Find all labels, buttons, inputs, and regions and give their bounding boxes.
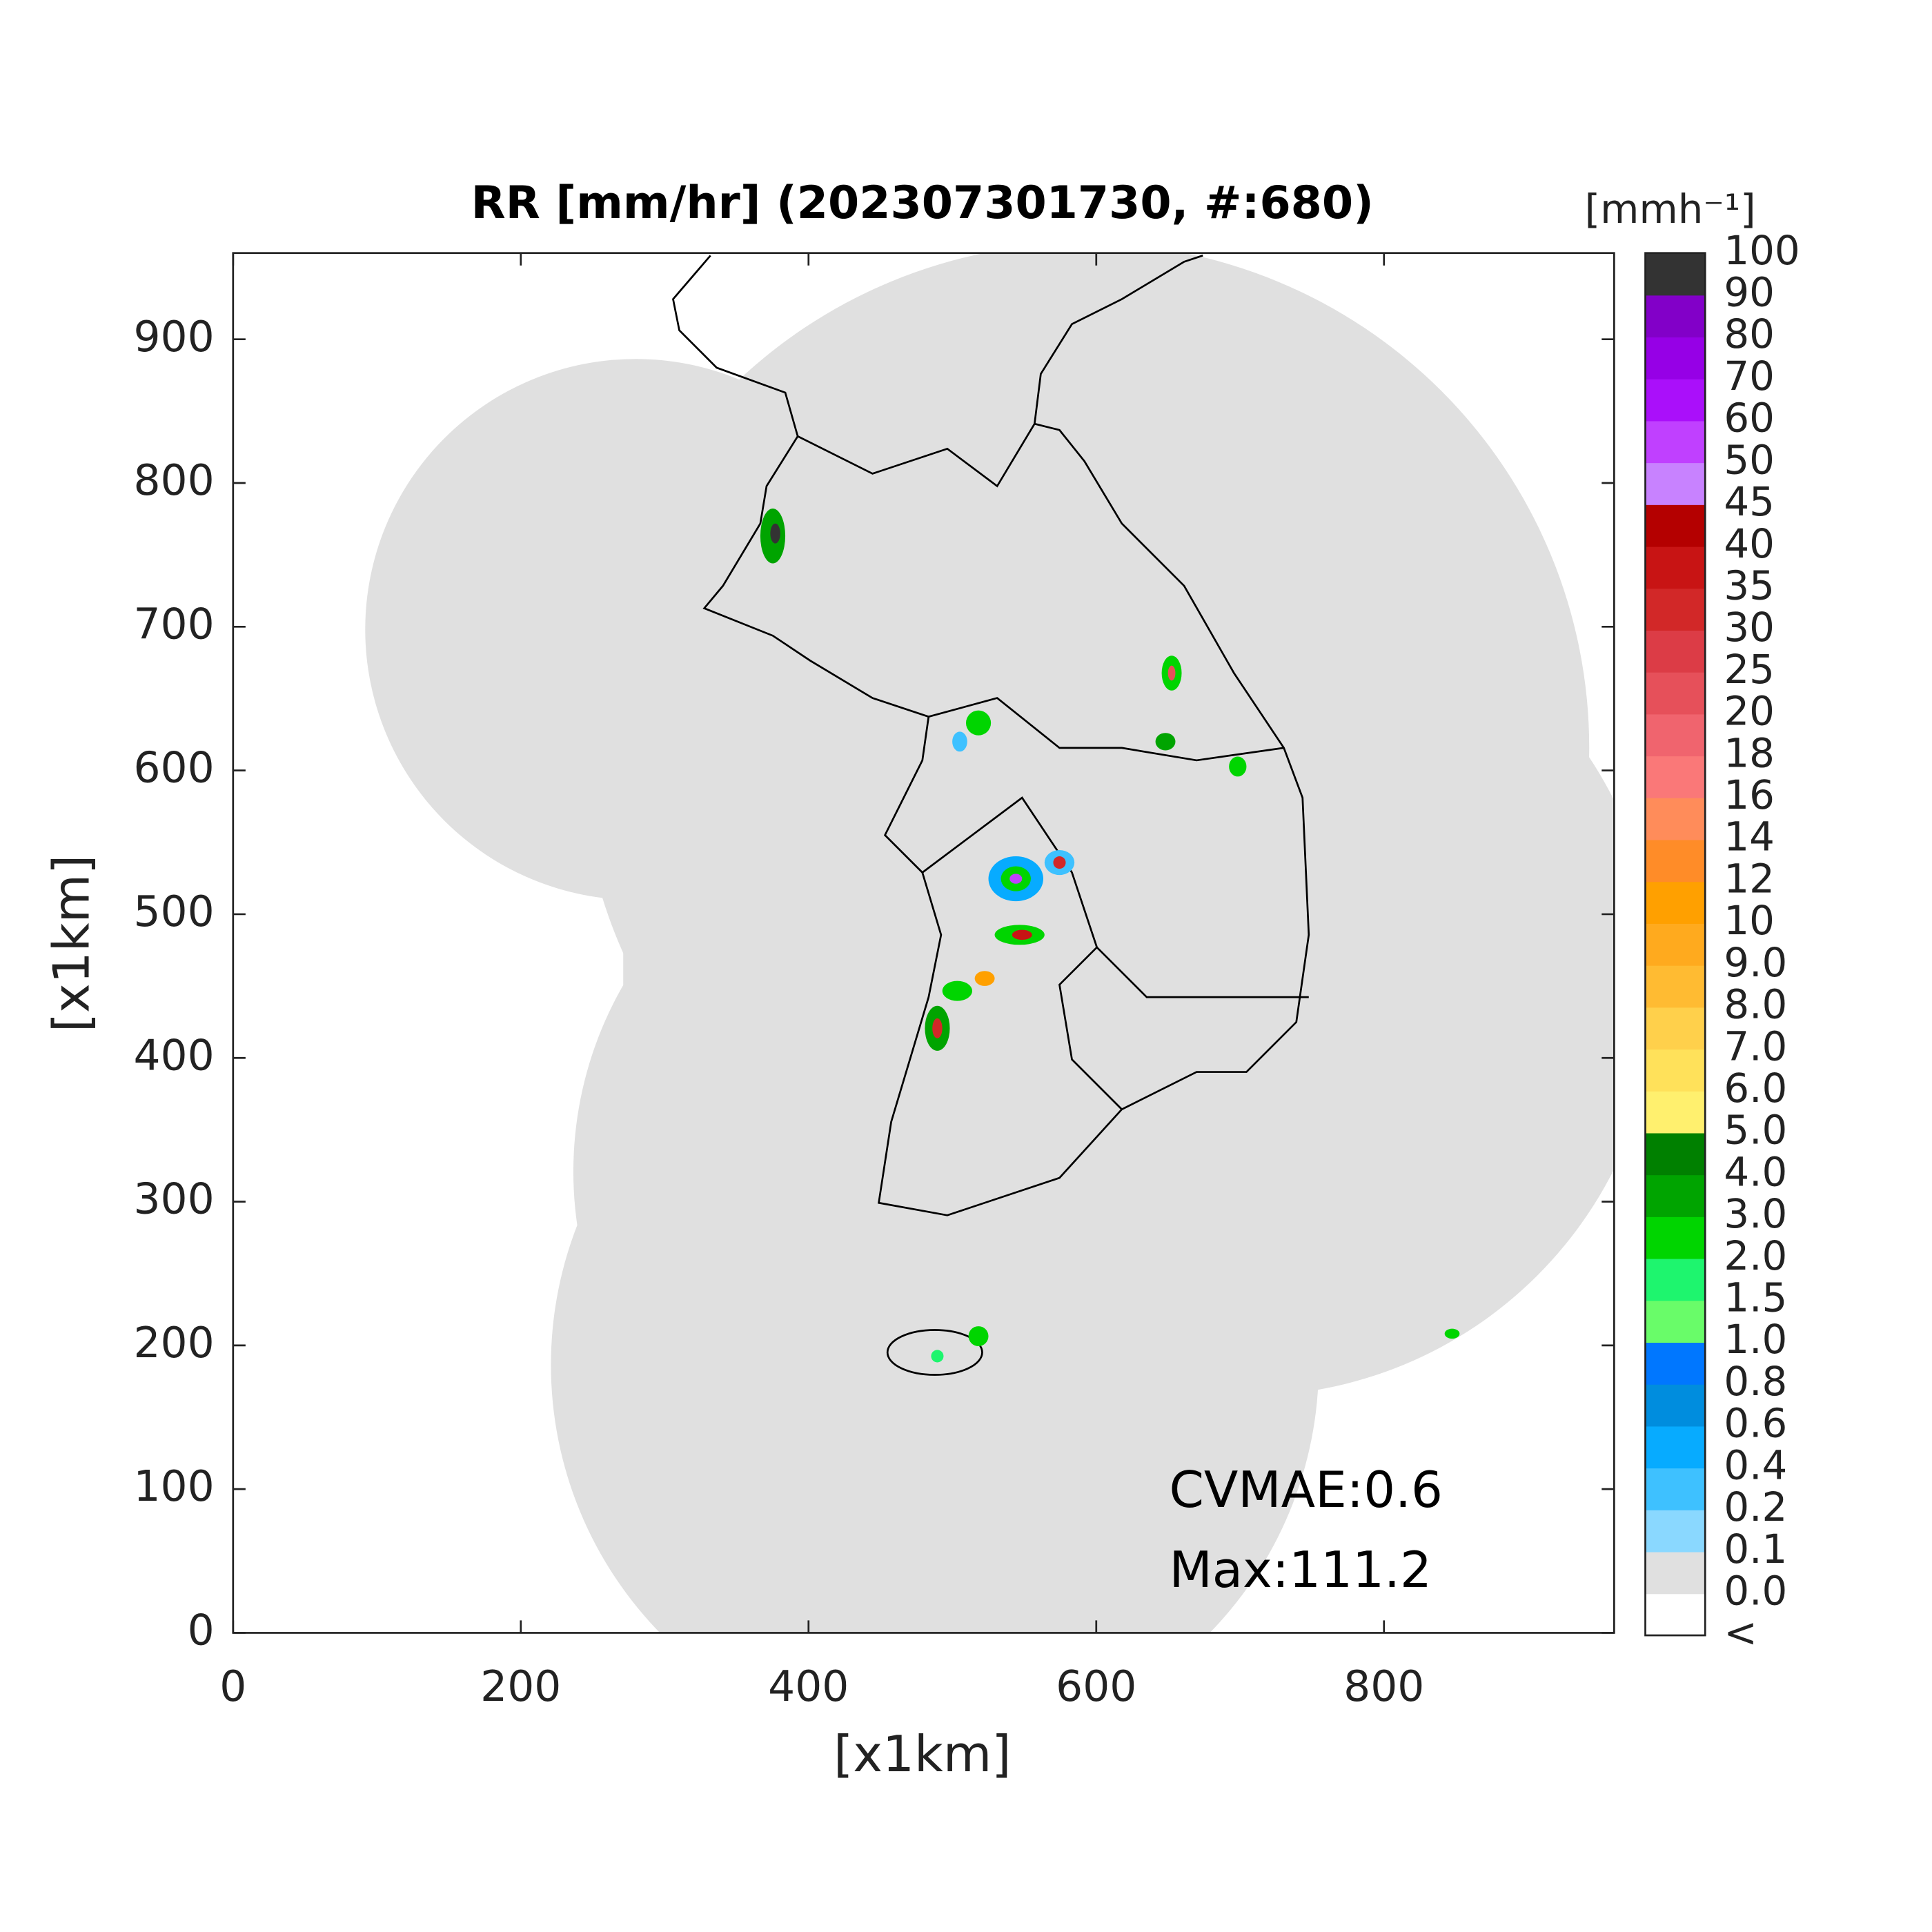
colorbar-segment xyxy=(1645,1509,1706,1552)
colorbar-segment xyxy=(1645,1132,1706,1176)
colorbar-segment xyxy=(1645,1468,1706,1510)
colorbar-segment xyxy=(1645,462,1706,505)
colorbar-label: 8.0 xyxy=(1724,981,1787,1028)
colorbar-segment xyxy=(1645,1049,1706,1092)
colorbar-label: 50 xyxy=(1724,436,1775,483)
colorbar-segment xyxy=(1645,1342,1706,1385)
y-tick-label: 500 xyxy=(133,887,214,936)
colorbar-label: 70 xyxy=(1724,353,1775,400)
colorbar-segment xyxy=(1645,546,1706,589)
y-tick-label: 100 xyxy=(133,1462,214,1511)
colorbar-segment xyxy=(1645,1216,1706,1259)
colorbar-segment xyxy=(1645,1007,1706,1050)
colorbar-segment xyxy=(1645,756,1706,798)
colorbar-label: 12 xyxy=(1724,855,1775,902)
y-tick-label: 200 xyxy=(133,1319,214,1368)
colorbar-label: 80 xyxy=(1724,310,1775,357)
colorbar-label: 18 xyxy=(1724,729,1775,776)
colorbar-label: 3.0 xyxy=(1724,1190,1787,1237)
y-tick-label: 600 xyxy=(133,744,214,793)
x-tick-label: 0 xyxy=(219,1662,246,1711)
colorbar-label: < xyxy=(1724,1609,1757,1656)
colorbar-segment xyxy=(1645,337,1706,379)
y-axis-label: [x1km] xyxy=(43,855,101,1032)
colorbar-segment xyxy=(1645,588,1706,631)
colorbar-label: 0.2 xyxy=(1724,1483,1787,1530)
coastline xyxy=(672,255,1310,1376)
title: RR [mm/hr] (202307301730, #:680) xyxy=(471,177,1374,229)
colorbar-label: 5.0 xyxy=(1724,1107,1787,1154)
y-tick-label: 0 xyxy=(188,1606,215,1655)
colorbar-label: 30 xyxy=(1724,604,1775,651)
colorbar-label: 60 xyxy=(1724,395,1775,442)
colorbar-label: 0.0 xyxy=(1724,1567,1787,1614)
colorbar-label: 4.0 xyxy=(1724,1148,1787,1195)
colorbar-label: 10 xyxy=(1724,897,1775,944)
colorbar-label: 90 xyxy=(1724,269,1775,316)
annotation: Max:111.2 xyxy=(1169,1541,1432,1599)
colorbar-segment xyxy=(1645,1090,1706,1134)
colorbar-label: 0.8 xyxy=(1724,1358,1787,1405)
colorbar-segment xyxy=(1645,1551,1706,1595)
rain-echoes xyxy=(760,509,1460,1363)
y-tick-label: 300 xyxy=(133,1175,214,1224)
colorbar-label: 45 xyxy=(1724,478,1775,525)
y-tick-label: 900 xyxy=(133,313,214,362)
colorbar-segment xyxy=(1645,504,1706,547)
colorbar-segment xyxy=(1645,420,1706,464)
colorbar-segment xyxy=(1645,713,1706,757)
colorbar-label: 25 xyxy=(1724,646,1775,693)
colorbar-segment xyxy=(1645,671,1706,715)
colorbar-label: 6.0 xyxy=(1724,1065,1787,1112)
colorbar-segment xyxy=(1645,1174,1706,1217)
colorbar-label: 7.0 xyxy=(1724,1023,1787,1070)
colorbar-label: 1.0 xyxy=(1724,1316,1787,1363)
x-axis-label: [x1km] xyxy=(834,1726,1011,1784)
colorbar-segment xyxy=(1645,797,1706,840)
x-tick-label: 400 xyxy=(768,1662,849,1711)
colorbar-frame xyxy=(1644,252,1706,1637)
colorbar-segment xyxy=(1645,923,1706,966)
colorbar-segment xyxy=(1645,965,1706,1008)
colorbar-label: 16 xyxy=(1724,771,1775,818)
colorbar-label: 0.1 xyxy=(1724,1526,1787,1573)
colorbar-segment xyxy=(1645,1258,1706,1301)
colorbar-label: 0.4 xyxy=(1724,1441,1787,1488)
colorbar-label: 2.0 xyxy=(1724,1232,1787,1279)
colorbar-segment xyxy=(1645,378,1706,422)
colorbar-label: 0.6 xyxy=(1724,1400,1787,1447)
colorbar-label: 14 xyxy=(1724,814,1775,860)
colorbar-segment xyxy=(1645,253,1706,296)
axes-frame xyxy=(232,252,1615,1634)
y-tick-label: 400 xyxy=(133,1031,214,1080)
colorbar-segment xyxy=(1645,1593,1706,1636)
radar-coverage xyxy=(365,253,1615,1633)
colorbar-segment xyxy=(1645,1300,1706,1343)
colorbar-label: 20 xyxy=(1724,688,1775,735)
y-tick-label: 800 xyxy=(133,456,214,505)
colorbar-label: 100 xyxy=(1724,227,1800,274)
x-tick-label: 800 xyxy=(1343,1662,1424,1711)
colorbar-segment xyxy=(1645,630,1706,673)
colorbar-segment xyxy=(1645,1383,1706,1427)
colorbar-segment xyxy=(1645,881,1706,924)
x-tick-label: 200 xyxy=(480,1662,561,1711)
annotation: CVMAE:0.6 xyxy=(1169,1461,1443,1519)
x-tick-label: 600 xyxy=(1056,1662,1136,1711)
colorbar-segment xyxy=(1645,295,1706,338)
colorbar-label: 40 xyxy=(1724,520,1775,567)
colorbar-segment xyxy=(1645,1426,1706,1469)
y-tick-label: 700 xyxy=(133,600,214,649)
colorbar-label: 9.0 xyxy=(1724,939,1787,986)
colorbar-unit: [mmh⁻¹] xyxy=(1585,186,1756,233)
colorbar-label: 1.5 xyxy=(1724,1274,1787,1321)
colorbar-label: 35 xyxy=(1724,562,1775,609)
colorbar-segment xyxy=(1645,839,1706,883)
